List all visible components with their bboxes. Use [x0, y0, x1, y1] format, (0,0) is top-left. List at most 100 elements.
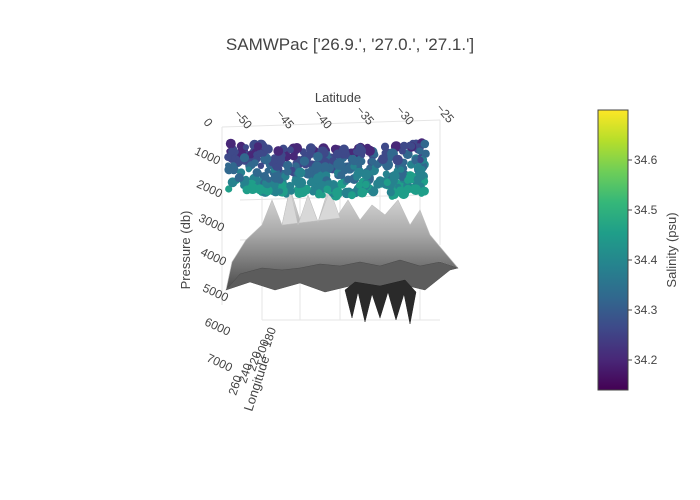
lat-tick: −40 — [311, 107, 335, 132]
pressure-tick: 2000 — [195, 177, 225, 201]
scatter-point — [373, 179, 383, 189]
scatter-point — [295, 167, 306, 178]
scatter-point — [255, 170, 262, 177]
scatter-point — [228, 147, 236, 155]
scatter-point — [287, 187, 295, 195]
colorbar-gradient — [597, 109, 629, 391]
scatter-point — [242, 185, 252, 195]
scene-3d[interactable]: 0 −50 −45 −40 −35 −30 −25 Latitude 1000 … — [178, 90, 459, 413]
scatter-point — [315, 189, 323, 196]
pressure-tick: 6000 — [203, 315, 233, 339]
scatter-point — [410, 184, 422, 195]
scatter-point — [245, 166, 252, 173]
scatter-point — [313, 173, 324, 184]
lon-tick: 180 — [260, 325, 280, 349]
scatter-point — [333, 149, 343, 159]
scatter-point — [392, 154, 403, 166]
lat-tick: −50 — [231, 107, 255, 132]
surface-spikes — [344, 279, 417, 325]
lon-tick: 240 — [236, 361, 256, 385]
colorbar-tick-label: 34.5 — [634, 203, 658, 217]
surface-trace — [225, 186, 459, 325]
scatter-point — [225, 138, 236, 149]
scatter-point — [344, 175, 352, 184]
latitude-axis-label: Latitude — [315, 90, 361, 105]
scatter-point — [403, 184, 413, 194]
scatter-point — [301, 184, 312, 195]
colorbar-ticks: 34.2 34.3 34.4 34.5 34.6 — [628, 153, 658, 367]
scatter-point — [386, 188, 395, 197]
chart-title: SAMWPac ['26.9.', '27.0.', '27.1.'] — [226, 35, 474, 54]
scatter-point — [332, 187, 343, 199]
scatter-point — [413, 164, 422, 172]
scatter-point — [353, 174, 360, 181]
scatter-point — [273, 146, 284, 156]
scatter-point — [257, 162, 265, 169]
scatter-point — [296, 177, 307, 188]
scatter-point — [417, 156, 424, 164]
lat-tick: −45 — [273, 107, 297, 132]
lat-tick: 0 — [201, 115, 216, 129]
scatter-point — [265, 176, 272, 183]
scatter-point — [276, 188, 284, 195]
scatter-point — [313, 151, 323, 162]
pressure-tick: 5000 — [201, 281, 231, 305]
scatter-point — [355, 145, 366, 157]
scatter-point — [389, 171, 400, 181]
colorbar-title: Salinity (psu) — [664, 212, 679, 287]
scatter-point — [419, 186, 429, 196]
scatter-point — [294, 188, 304, 198]
scatter-point — [383, 178, 391, 187]
scatter-point — [357, 187, 368, 198]
scatter-point — [350, 163, 357, 170]
scatter-point — [368, 186, 379, 197]
scatter-point — [306, 179, 314, 187]
scatter-point — [323, 185, 332, 194]
lon-tick: 200 — [253, 337, 273, 361]
scatter-point — [311, 161, 323, 173]
scatter-point — [256, 149, 265, 158]
scatter-point — [253, 142, 263, 151]
scatter-point — [397, 166, 405, 173]
scatter-point — [286, 146, 294, 154]
scatter-point — [349, 154, 358, 163]
latitude-axis: 0 −50 −45 −40 −35 −30 −25 Latitude — [201, 90, 458, 132]
pressure-tick: 1000 — [193, 144, 223, 168]
lon-tick: 260 — [226, 373, 246, 397]
scatter-point — [337, 171, 346, 180]
scatter-point — [382, 170, 390, 178]
scatter-point — [355, 167, 363, 176]
scatter-point — [224, 153, 233, 162]
scatter-point — [227, 177, 238, 188]
scatter-point — [289, 152, 298, 161]
scatter-point — [299, 156, 310, 166]
scatter-point — [309, 188, 317, 196]
scatter-point — [283, 167, 292, 176]
scatter-point — [400, 141, 409, 150]
scatter-point — [364, 145, 375, 156]
scatter-point — [361, 169, 372, 180]
colorbar-tick-label: 34.3 — [634, 303, 658, 317]
scatter-point — [308, 166, 315, 173]
scatter-point — [231, 165, 238, 172]
scatter-point — [333, 159, 344, 170]
scatter-point — [320, 162, 330, 172]
scatter-point — [366, 164, 373, 171]
pressure-axis-label: Pressure (db) — [178, 211, 193, 290]
scatter-point — [347, 191, 356, 200]
colorbar-tick-label: 34.4 — [634, 253, 658, 267]
scatter-point — [239, 153, 250, 163]
scatter-point — [416, 147, 424, 155]
scatter-point — [271, 158, 278, 165]
scatter-point — [225, 185, 233, 193]
scatter-point — [355, 181, 363, 189]
colorbar: 34.2 34.3 34.4 34.5 34.6 Salinity (psu) — [597, 109, 679, 391]
scatter-point — [291, 143, 303, 154]
scatter-point — [421, 149, 430, 158]
pressure-tick: 4000 — [199, 245, 229, 269]
scatter-trace — [224, 138, 430, 201]
scatter-point — [276, 177, 284, 184]
longitude-axis: 260 240 220 200 180 Longitude — [226, 325, 280, 413]
scatter-point — [242, 144, 249, 151]
